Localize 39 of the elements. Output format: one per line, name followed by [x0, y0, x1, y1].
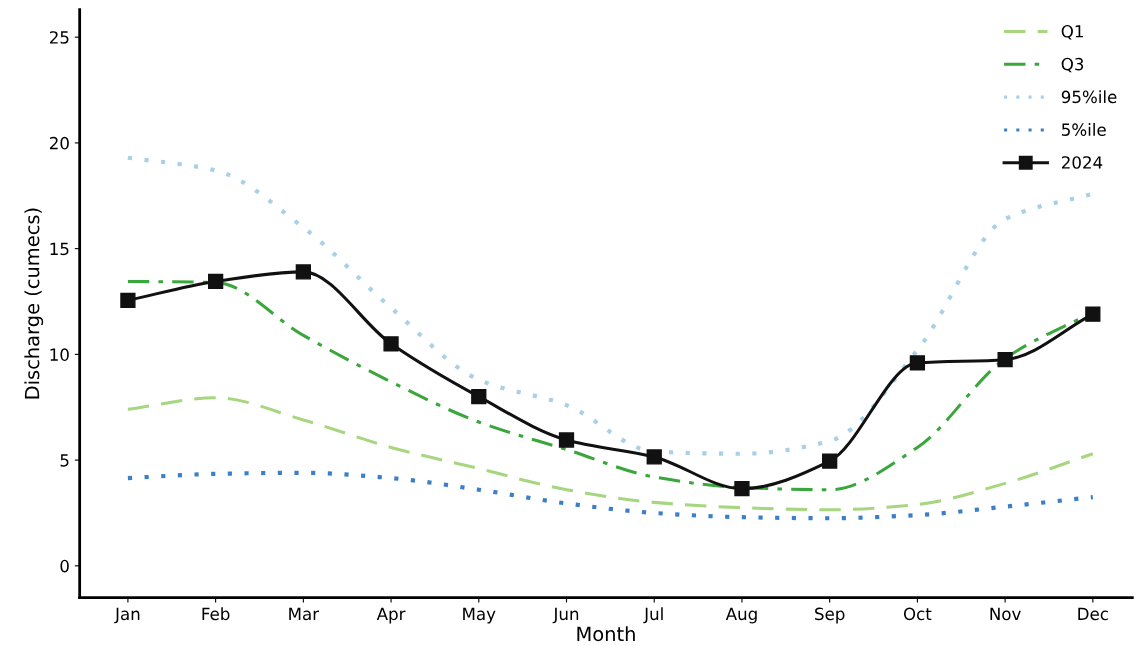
x-tick-label: Sep — [815, 607, 845, 624]
y-tick-label: 5 — [60, 454, 69, 467]
legend-label: Q3 — [1061, 57, 1084, 73]
x-tick-label: Jul — [643, 607, 663, 624]
y-tick-label: 25 — [49, 31, 69, 44]
point — [207, 273, 224, 290]
point — [646, 449, 662, 465]
legend-label: 95%ile — [1061, 90, 1117, 104]
point — [295, 264, 311, 280]
x-tick-label: Jun — [552, 607, 579, 624]
line-series — [126, 396, 1095, 512]
legend-label: 5%ile — [1062, 123, 1106, 136]
y-tick-label: 10 — [50, 348, 69, 361]
x-tick-label: Feb — [202, 607, 230, 621]
point — [558, 432, 575, 448]
point — [1085, 306, 1101, 322]
x-tick-label: Oct — [903, 607, 932, 621]
y-tick-label: 0 — [60, 559, 69, 573]
point — [997, 352, 1013, 368]
x-tick-label: Jan — [114, 607, 140, 624]
x-tick-label: Mar — [289, 607, 320, 621]
point — [120, 292, 136, 309]
point — [383, 336, 399, 352]
y-tick-label: 15 — [50, 242, 69, 256]
x-tick-label: May — [463, 607, 496, 624]
x-tick-label: Dec — [1078, 607, 1108, 621]
y-axis-title: Discharge (cumecs) — [24, 208, 44, 399]
point — [822, 453, 838, 469]
x-tick-label: Aug — [725, 607, 757, 624]
point — [471, 389, 487, 405]
point — [734, 481, 750, 497]
x-tick-label: Nov — [990, 607, 1021, 621]
point — [909, 355, 926, 371]
legend-label: 2024 — [1061, 156, 1103, 169]
line-series — [125, 470, 1095, 521]
x-tick-label: Apr — [376, 607, 406, 624]
x-axis-title: Month — [577, 626, 635, 642]
y-tick-label: 20 — [49, 136, 69, 150]
legend-label: Q1 — [1061, 24, 1083, 40]
